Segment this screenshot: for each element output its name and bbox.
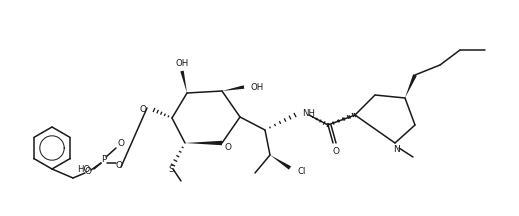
Text: NH: NH — [302, 110, 315, 119]
Text: OH: OH — [250, 83, 264, 92]
Polygon shape — [180, 71, 187, 93]
Text: P: P — [101, 156, 107, 165]
Text: S: S — [168, 165, 174, 173]
Polygon shape — [185, 141, 222, 145]
Text: O: O — [117, 138, 125, 148]
Text: O: O — [85, 167, 91, 176]
Polygon shape — [222, 85, 244, 91]
Polygon shape — [405, 74, 417, 98]
Text: O: O — [140, 105, 147, 113]
Text: N: N — [393, 146, 400, 154]
Polygon shape — [270, 155, 291, 170]
Text: HO: HO — [77, 165, 90, 175]
Text: O: O — [116, 160, 122, 170]
Text: O: O — [333, 146, 339, 156]
Text: OH: OH — [175, 59, 188, 67]
Text: O: O — [225, 143, 231, 151]
Text: Cl: Cl — [298, 167, 306, 175]
